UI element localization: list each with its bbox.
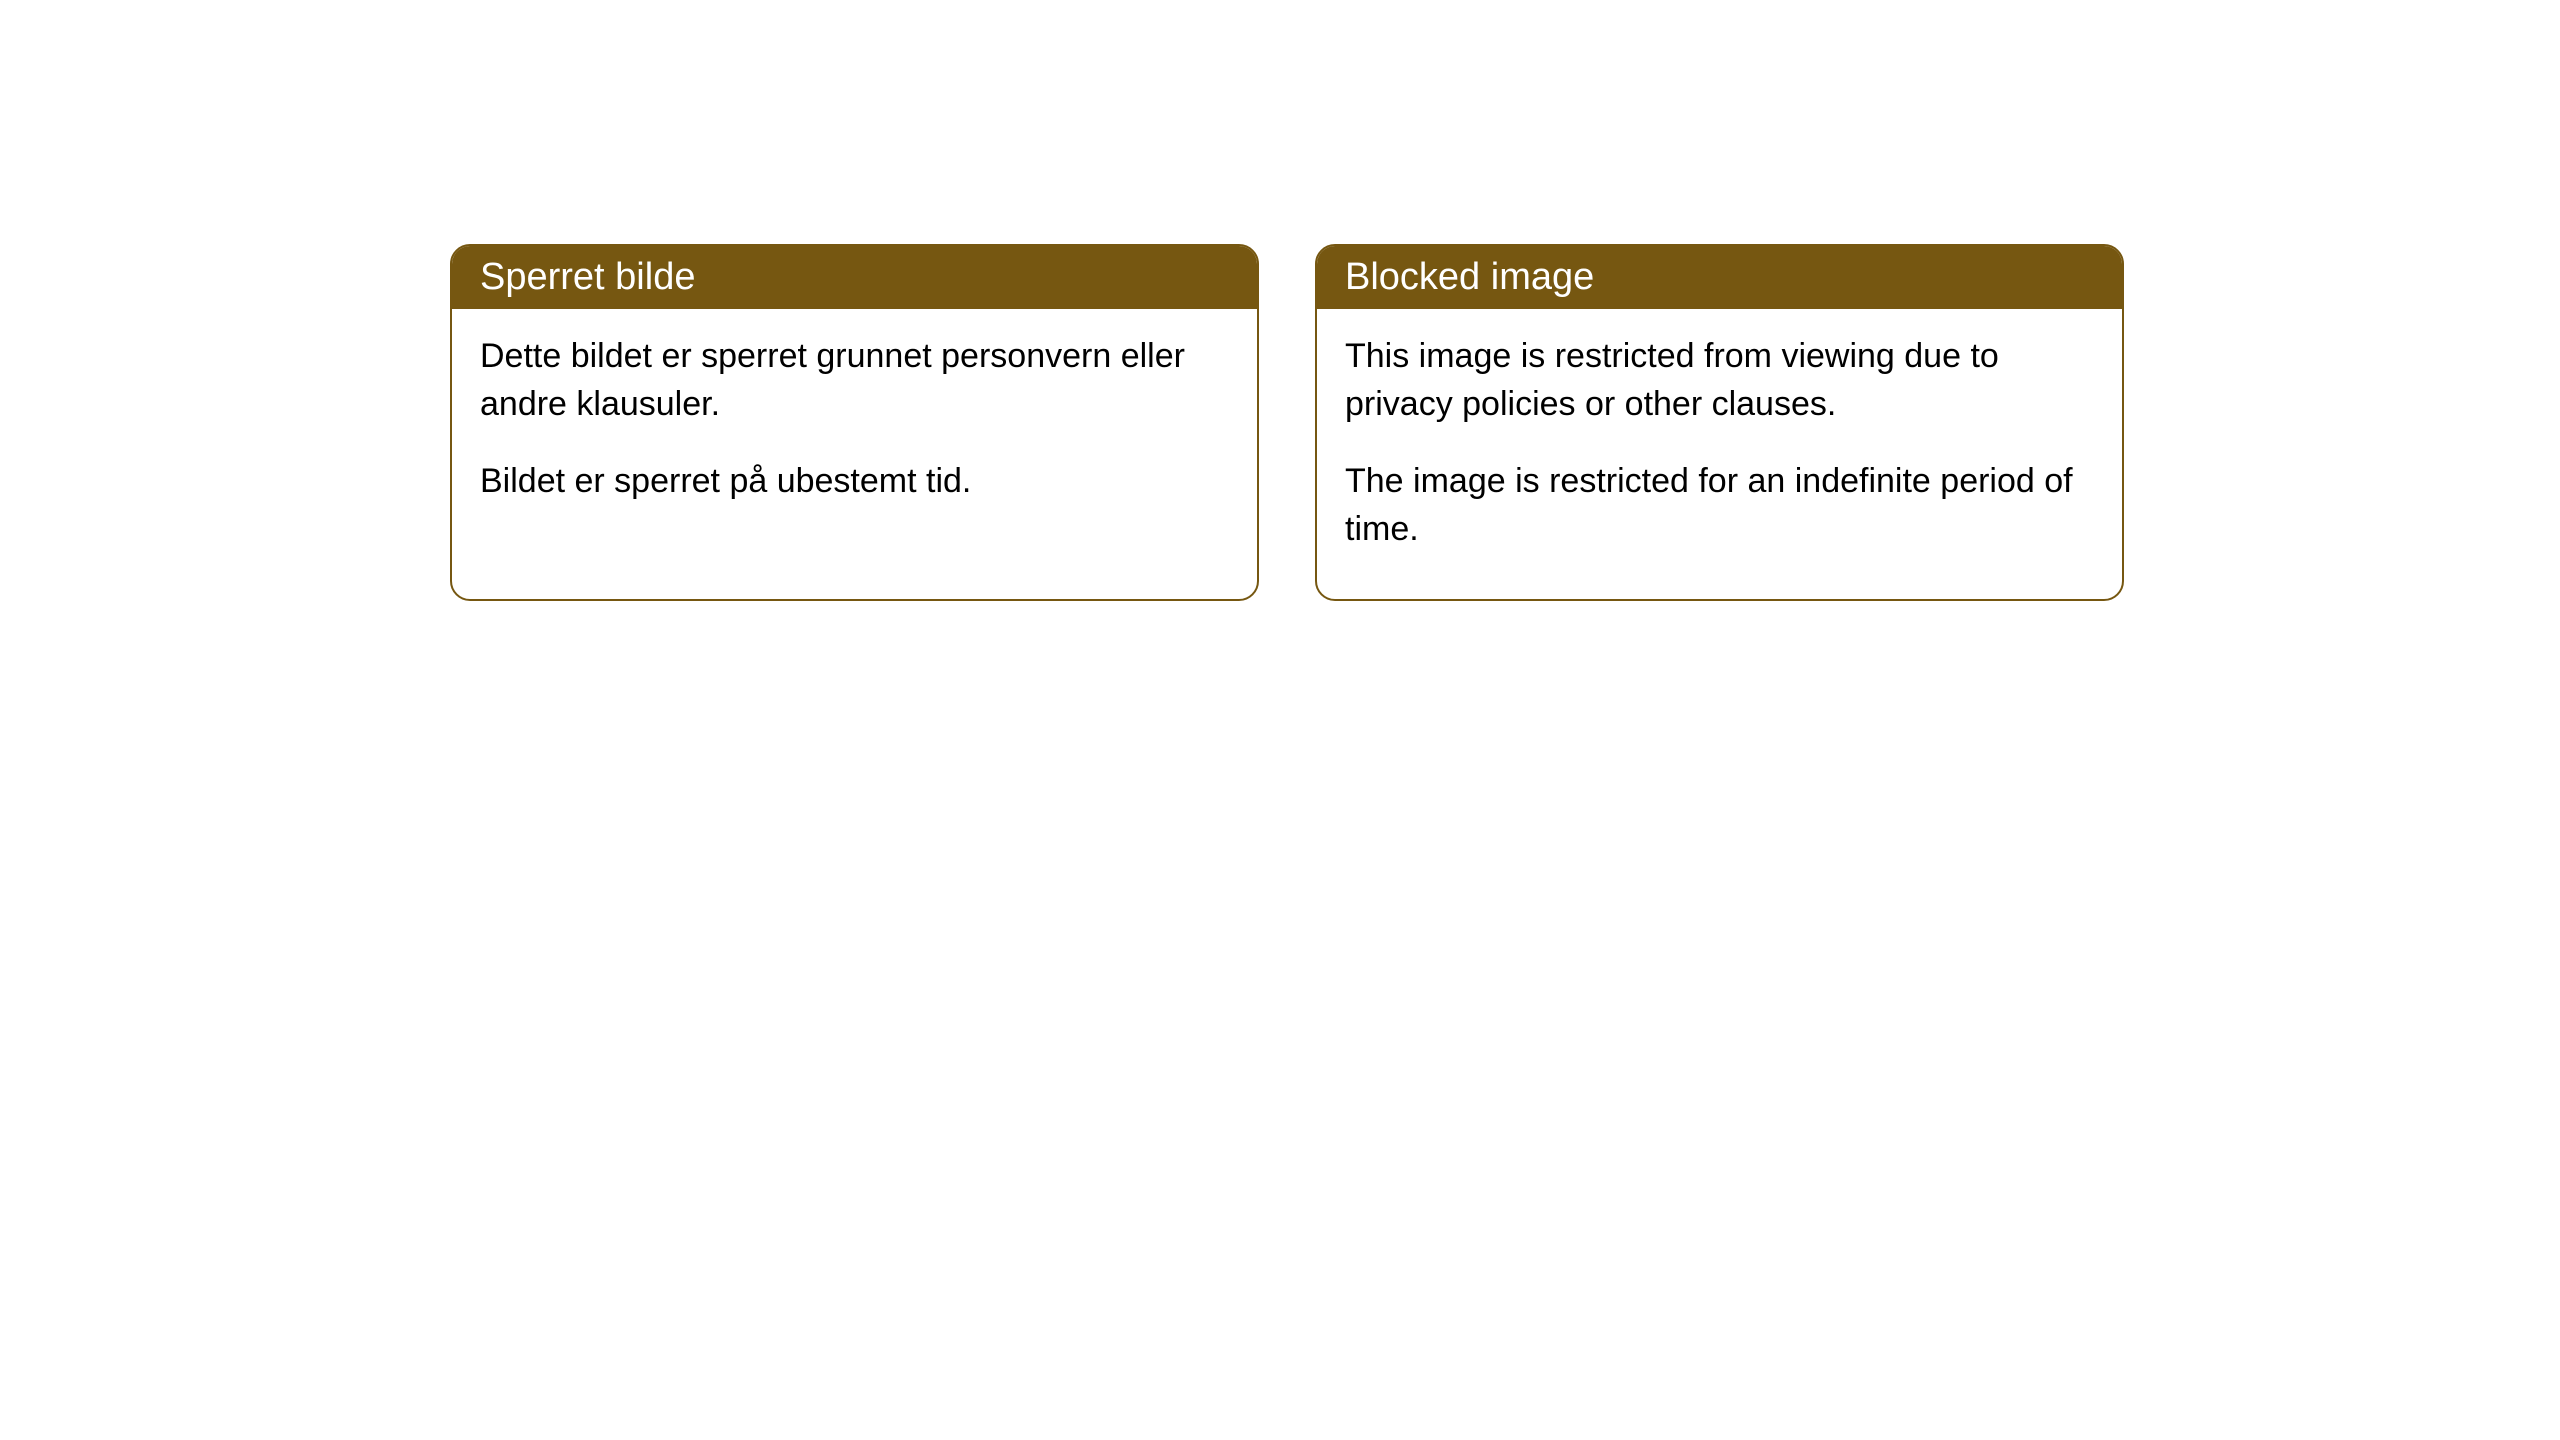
notice-paragraph-1-norwegian: Dette bildet er sperret grunnet personve… bbox=[480, 333, 1229, 428]
notice-paragraph-2-english: The image is restricted for an indefinit… bbox=[1345, 458, 2094, 553]
notice-paragraph-1-english: This image is restricted from viewing du… bbox=[1345, 333, 2094, 428]
notice-paragraph-2-norwegian: Bildet er sperret på ubestemt tid. bbox=[480, 458, 1229, 506]
notice-header-norwegian: Sperret bilde bbox=[452, 246, 1257, 309]
notice-card-english: Blocked image This image is restricted f… bbox=[1315, 244, 2124, 601]
notice-card-norwegian: Sperret bilde Dette bildet er sperret gr… bbox=[450, 244, 1259, 601]
notice-container: Sperret bilde Dette bildet er sperret gr… bbox=[0, 0, 2560, 601]
notice-header-english: Blocked image bbox=[1317, 246, 2122, 309]
notice-body-english: This image is restricted from viewing du… bbox=[1317, 309, 2122, 599]
notice-body-norwegian: Dette bildet er sperret grunnet personve… bbox=[452, 309, 1257, 552]
